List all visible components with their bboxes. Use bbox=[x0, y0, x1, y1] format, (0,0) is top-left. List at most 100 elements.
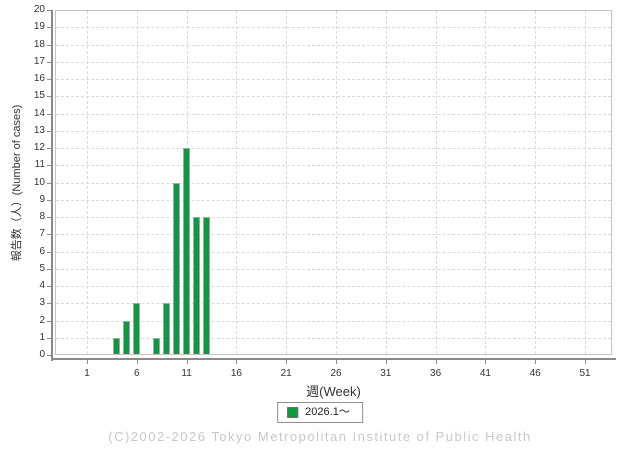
y-tick-label: 2 bbox=[39, 314, 45, 326]
x-tick bbox=[585, 360, 586, 364]
x-tick bbox=[136, 360, 138, 364]
y-tick bbox=[47, 148, 51, 149]
x-tick bbox=[336, 360, 337, 364]
v-gridline bbox=[236, 11, 238, 354]
x-tick-label: 1 bbox=[84, 368, 90, 379]
x-tick-label: 51 bbox=[579, 368, 591, 379]
h-gridline bbox=[56, 234, 611, 236]
h-gridline bbox=[56, 182, 611, 184]
y-tick-label: 5 bbox=[39, 262, 45, 274]
x-tick-label: 6 bbox=[134, 368, 140, 379]
legend-swatch-icon bbox=[287, 407, 299, 418]
y-tick bbox=[47, 286, 51, 287]
y-tick bbox=[47, 96, 51, 98]
h-gridline bbox=[56, 251, 611, 253]
h-gridline bbox=[56, 199, 611, 201]
legend: 2026.1～ bbox=[277, 402, 363, 423]
x-tick-label: 16 bbox=[230, 368, 242, 379]
y-tick-label: 10 bbox=[33, 176, 45, 188]
y-tick bbox=[47, 44, 51, 46]
h-gridline bbox=[56, 165, 611, 167]
v-gridline bbox=[286, 11, 288, 354]
y-tick bbox=[47, 79, 51, 80]
v-gridline bbox=[136, 11, 138, 354]
y-tick bbox=[47, 199, 51, 201]
y-axis-line bbox=[51, 10, 53, 361]
y-tick bbox=[47, 27, 51, 29]
y-tick-label: 16 bbox=[33, 73, 45, 84]
x-tick-label: 41 bbox=[479, 368, 491, 379]
y-tick bbox=[47, 130, 51, 132]
y-tick bbox=[47, 234, 51, 236]
y-tick-label: 17 bbox=[33, 55, 45, 67]
y-tick bbox=[47, 268, 51, 270]
h-gridline bbox=[56, 217, 611, 218]
v-gridline bbox=[435, 11, 437, 354]
h-gridline bbox=[56, 44, 611, 46]
y-tick-label: 14 bbox=[33, 107, 45, 119]
y-tick-label: 18 bbox=[33, 38, 45, 50]
plot-frame bbox=[55, 10, 612, 355]
h-gridline bbox=[56, 130, 611, 132]
y-axis-title: 報告数（人）(Number of cases) bbox=[11, 104, 23, 262]
h-gridline bbox=[56, 96, 611, 98]
h-gridline bbox=[56, 27, 611, 29]
v-gridline bbox=[585, 11, 586, 354]
y-tick bbox=[47, 303, 51, 305]
y-tick-label: 9 bbox=[39, 193, 45, 205]
y-tick bbox=[47, 10, 51, 11]
h-gridline bbox=[56, 79, 611, 80]
h-gridline bbox=[56, 286, 611, 287]
h-gridline bbox=[56, 337, 611, 339]
h-gridline bbox=[56, 303, 611, 305]
y-tick bbox=[47, 113, 51, 115]
y-tick bbox=[47, 355, 51, 356]
y-tick bbox=[47, 182, 51, 184]
x-axis-line bbox=[51, 358, 616, 360]
y-tick-label: 11 bbox=[34, 159, 45, 171]
v-gridline bbox=[485, 11, 487, 354]
y-tick-label: 6 bbox=[39, 245, 45, 257]
v-gridline bbox=[336, 11, 337, 354]
x-axis-title: 週(Week) bbox=[306, 384, 361, 399]
x-tick bbox=[485, 360, 487, 364]
x-tick-label: 36 bbox=[430, 368, 442, 379]
legend-label: 2026.1～ bbox=[305, 406, 350, 418]
h-gridline bbox=[56, 61, 611, 63]
y-tick bbox=[47, 217, 51, 218]
x-tick bbox=[87, 360, 88, 364]
h-gridline bbox=[56, 113, 611, 115]
x-tick-label: 46 bbox=[529, 368, 541, 379]
h-gridline bbox=[56, 148, 611, 149]
y-tick-label: 3 bbox=[39, 297, 45, 309]
y-tick-label: 8 bbox=[39, 211, 45, 222]
y-tick-label: 19 bbox=[33, 21, 45, 33]
x-tick-label: 31 bbox=[380, 368, 392, 379]
y-tick-label: 12 bbox=[33, 142, 45, 153]
y-tick bbox=[47, 320, 51, 322]
y-tick bbox=[47, 337, 51, 339]
x-tick bbox=[385, 360, 387, 364]
x-tick-label: 26 bbox=[330, 368, 342, 379]
y-tick-label: 0 bbox=[39, 349, 45, 360]
h-gridline bbox=[56, 320, 611, 322]
y-tick-label: 1 bbox=[39, 331, 45, 343]
y-tick bbox=[47, 61, 51, 63]
copyright-text: (C)2002-2026 Tokyo Metropolitan Institut… bbox=[108, 429, 532, 444]
h-gridline bbox=[56, 268, 611, 270]
y-tick bbox=[47, 251, 51, 253]
v-gridline bbox=[385, 11, 387, 354]
x-tick bbox=[435, 360, 437, 364]
x-tick bbox=[186, 360, 188, 364]
y-tick bbox=[47, 165, 51, 167]
x-tick-label: 21 bbox=[280, 368, 292, 379]
y-tick-label: 4 bbox=[39, 280, 45, 291]
v-gridline bbox=[535, 11, 537, 354]
y-tick-label: 13 bbox=[33, 124, 45, 136]
x-tick-label: 11 bbox=[181, 368, 192, 379]
y-tick-label: 15 bbox=[33, 90, 45, 102]
v-gridline bbox=[87, 11, 88, 354]
y-tick-label: 7 bbox=[39, 228, 45, 240]
